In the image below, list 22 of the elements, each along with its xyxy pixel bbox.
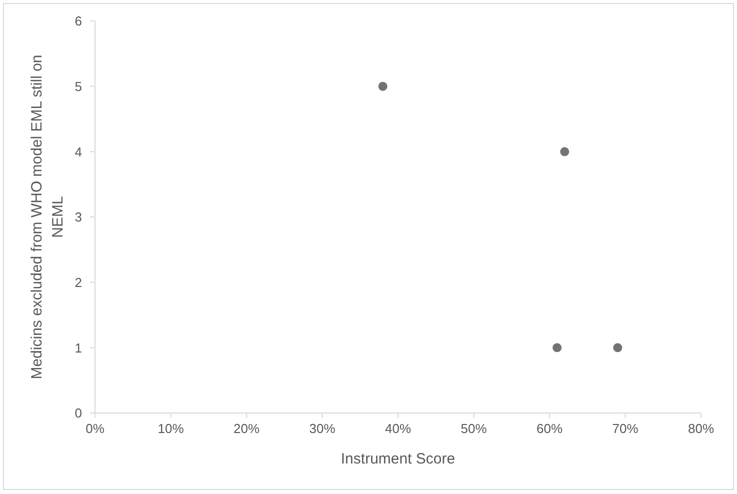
x-tick-label: 10% bbox=[158, 421, 184, 436]
y-tick-label: 0 bbox=[74, 406, 82, 421]
point bbox=[552, 343, 562, 352]
x-tick-label: 50% bbox=[460, 421, 488, 436]
x-tick-label: 30% bbox=[309, 421, 336, 436]
y-tick-label: 5 bbox=[74, 78, 82, 94]
point bbox=[613, 343, 622, 352]
point bbox=[560, 147, 570, 156]
point bbox=[378, 82, 388, 91]
y-axis-title: Medicins excluded from WHO model EML still on NEML bbox=[28, 54, 66, 380]
x-tick-label: 70% bbox=[612, 421, 639, 436]
y-tick-label: 2 bbox=[74, 274, 82, 290]
y-tick-label: 4 bbox=[74, 144, 82, 160]
y-tick-label: 3 bbox=[74, 210, 82, 225]
y-tick-label: 1 bbox=[74, 340, 82, 356]
y-tick-label: 6 bbox=[74, 14, 82, 29]
x-tick-label: 20% bbox=[233, 421, 260, 436]
x-tick-label: 80% bbox=[688, 421, 714, 436]
x-tick-label: 0% bbox=[86, 421, 105, 436]
x-axis-title: Instrument Score bbox=[340, 450, 456, 468]
x-tick-label: 60% bbox=[536, 421, 563, 436]
x-tick-label: 40% bbox=[384, 421, 412, 436]
